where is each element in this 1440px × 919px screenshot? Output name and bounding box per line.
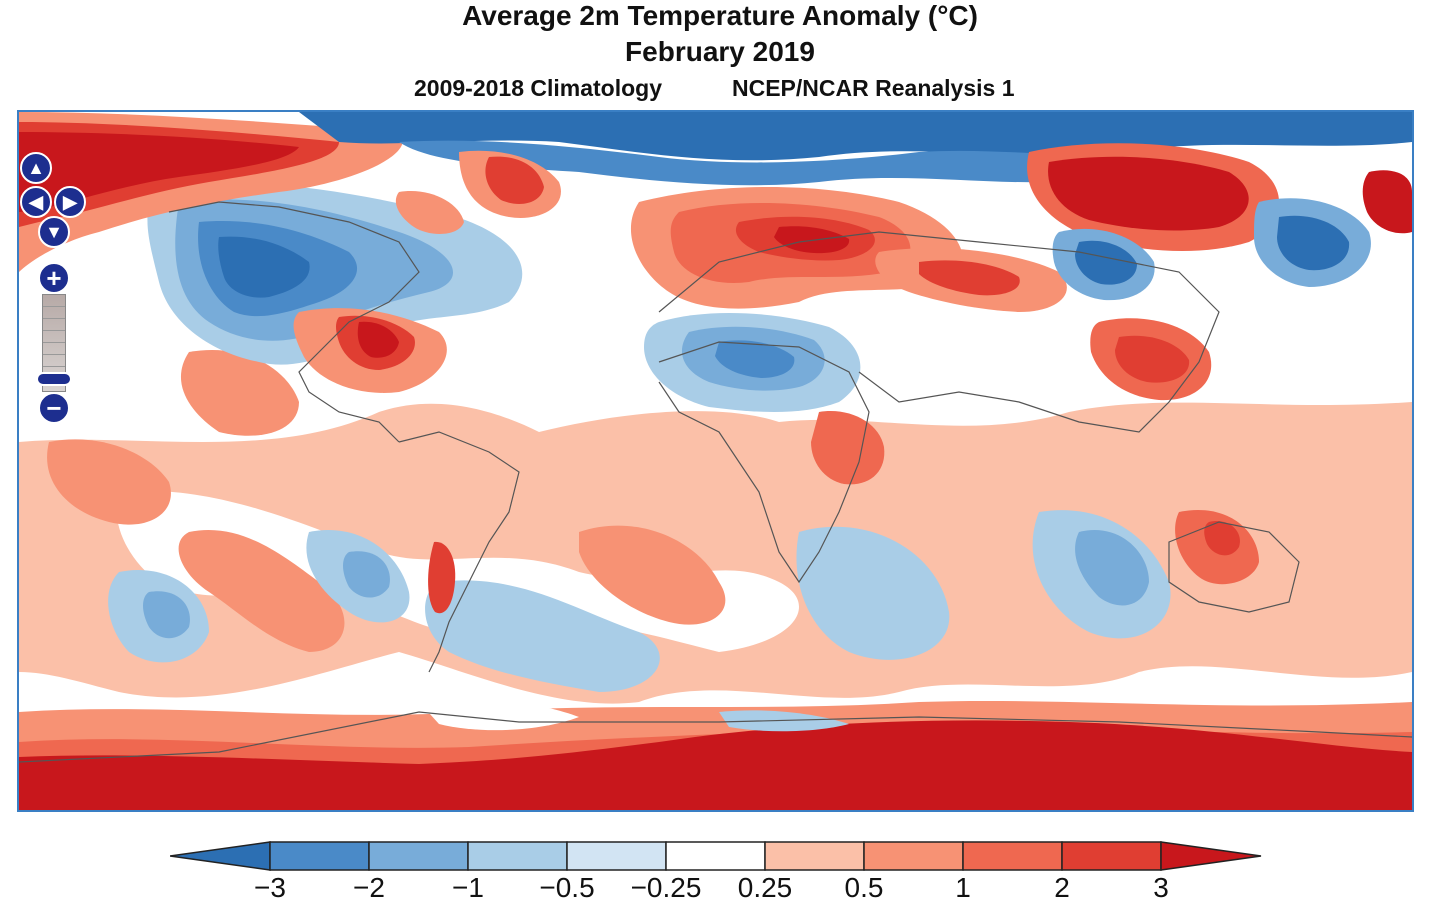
legend-swatch: [1061, 841, 1162, 871]
anomaly-region: [47, 439, 171, 525]
anomaly-region: [425, 580, 660, 692]
anomaly-region: [19, 402, 1412, 704]
arrow-left-icon: ◀: [29, 191, 43, 212]
legend-tick-label: 0.25: [737, 872, 793, 903]
anomaly-region: [343, 551, 390, 598]
anomaly-region: [19, 132, 299, 212]
pan-down-button[interactable]: ▼: [38, 216, 70, 248]
anomaly-region: [485, 156, 544, 204]
anomaly-region: [399, 140, 1152, 186]
legend-swatch: [764, 841, 865, 871]
map-title: Average 2m Temperature Anomaly (°C): [462, 0, 978, 31]
pan-left-button[interactable]: ◀: [20, 186, 52, 218]
legend-tick-label: 3: [1153, 872, 1169, 903]
anomaly-region: [143, 591, 190, 639]
zoom-out-button[interactable]: −: [38, 392, 70, 424]
legend-tick-label: 2: [1054, 872, 1070, 903]
coastlines: [19, 201, 1412, 763]
legend-swatch: [863, 841, 964, 871]
anomaly-region: [1115, 335, 1190, 383]
coastline-africa: [658, 341, 870, 584]
legend-tick-label: −1: [452, 872, 484, 903]
coastline-north-america: [168, 201, 420, 443]
legend-swatch: [269, 841, 370, 871]
pan-right-button[interactable]: ▶: [54, 186, 86, 218]
anomaly-region: [19, 720, 1412, 810]
pan-up-button[interactable]: ▲: [20, 152, 52, 184]
arrow-up-icon: ▲: [27, 157, 45, 178]
anomaly-region: [1048, 156, 1249, 231]
plus-icon: +: [46, 262, 62, 293]
anomaly-region: [796, 526, 950, 660]
anomaly-region: [218, 236, 310, 298]
anomaly-map[interactable]: [19, 112, 1412, 810]
legend-tick-label: 1: [955, 872, 971, 903]
coastline-antarctica: [19, 711, 1412, 763]
anomaly-region: [1204, 521, 1240, 556]
anomaly-region: [357, 321, 399, 358]
legend-swatch: [368, 841, 469, 871]
minus-icon: −: [46, 392, 62, 423]
legend-swatch: [467, 841, 568, 871]
zoom-slider-handle[interactable]: [36, 372, 72, 386]
coastline-eurasia: [658, 231, 1220, 433]
legend-swatch: [566, 841, 667, 871]
anomaly-region: [178, 530, 345, 652]
color-legend: [170, 841, 1262, 871]
map-subtitle: February 2019: [625, 36, 815, 67]
legend-swatch: [1160, 841, 1262, 871]
legend-swatch: [665, 841, 766, 871]
legend-swatch: [962, 841, 1063, 871]
dataset-note: NCEP/NCAR Reanalysis 1: [732, 75, 1015, 101]
coastline-australia: [1168, 521, 1300, 613]
map-panel[interactable]: [17, 110, 1414, 812]
anomaly-region: [395, 191, 464, 234]
zoom-in-button[interactable]: +: [38, 262, 70, 294]
legend-tick-label: −3: [254, 872, 286, 903]
legend-tick-label: −0.25: [630, 872, 702, 903]
legend-tick-label: −0.5: [539, 872, 595, 903]
legend-swatch: [170, 841, 271, 871]
anomaly-region: [1075, 530, 1149, 606]
anomaly-region: [116, 490, 800, 652]
anomaly-region: [180, 350, 299, 436]
anomaly-region: [919, 260, 1020, 296]
legend-tick-label: −2: [353, 872, 385, 903]
anomaly-region: [715, 340, 795, 378]
arrow-down-icon: ▼: [45, 221, 63, 242]
anomaly-region: [1075, 240, 1137, 285]
coastline-south-america: [398, 431, 520, 673]
arrow-right-icon: ▶: [63, 191, 77, 212]
anomaly-region: [579, 525, 726, 625]
legend-tick-label: 0.5: [844, 872, 884, 903]
anomaly-region: [1362, 170, 1412, 234]
anomaly-region: [1277, 215, 1350, 271]
anomaly-region: [774, 226, 850, 254]
climatology-note: 2009-2018 Climatology: [414, 75, 663, 101]
anomaly-region: [428, 541, 456, 614]
